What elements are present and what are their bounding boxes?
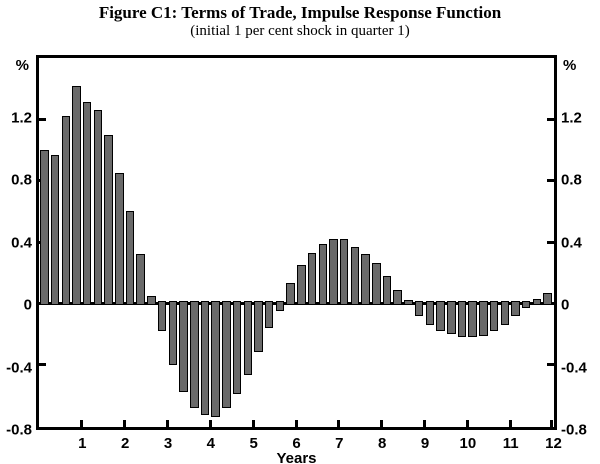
x-tick-mark <box>80 420 84 427</box>
y-tick-mark-left <box>39 363 46 367</box>
x-tick-label: 5 <box>249 435 258 452</box>
bar <box>361 254 370 306</box>
bar <box>61 116 71 306</box>
bar <box>136 254 145 306</box>
x-tick-mark <box>550 420 553 427</box>
bar <box>479 301 488 336</box>
x-tick-mark <box>166 420 169 427</box>
y-tick-mark-right <box>547 117 554 121</box>
bar <box>521 301 531 308</box>
bar <box>339 238 349 306</box>
bar <box>436 301 445 331</box>
y-tick-label-right: 0 <box>561 296 570 314</box>
bar <box>307 252 317 306</box>
bar-series <box>39 58 554 427</box>
bar <box>104 134 113 306</box>
y-tick-label-left: 1.2 <box>11 109 32 126</box>
bar <box>243 301 253 376</box>
bar <box>40 150 49 306</box>
bar <box>425 301 435 325</box>
x-tick-label: 1 <box>78 435 87 452</box>
bar <box>275 301 285 311</box>
chart-subtitle: (initial 1 per cent shock in quarter 1) <box>190 23 410 39</box>
x-tick-label: 7 <box>335 435 344 452</box>
x-tick-label: 12 <box>545 435 562 452</box>
x-tick-mark <box>123 420 127 427</box>
y-tick-label-left: -0.4 <box>6 359 32 376</box>
bar <box>543 292 552 306</box>
y-axis-unit-left: % <box>15 57 29 74</box>
y-tick-mark-right <box>547 240 554 244</box>
plot-area <box>36 55 557 430</box>
chart-title: Figure C1: Terms of Trade, Impulse Respo… <box>98 3 502 22</box>
bar <box>93 110 103 306</box>
y-tick-mark-right <box>547 363 554 367</box>
bar <box>457 301 467 338</box>
x-tick-label: 4 <box>206 435 215 452</box>
bar <box>200 301 210 416</box>
bar <box>318 243 328 306</box>
bar <box>254 301 263 353</box>
bar <box>532 298 542 306</box>
zero-line <box>39 301 554 306</box>
y-tick-label-left: 0.4 <box>11 234 32 251</box>
bar <box>211 301 220 417</box>
bar <box>404 300 413 306</box>
y-tick-label-right: -0.4 <box>561 359 587 376</box>
bar <box>414 301 424 316</box>
bar <box>232 301 242 394</box>
x-tick-mark <box>423 420 426 427</box>
bar <box>500 301 510 325</box>
bar <box>264 301 274 328</box>
bar <box>50 154 60 306</box>
x-tick-label: 8 <box>377 435 387 452</box>
x-tick-label: 11 <box>502 435 519 452</box>
bar <box>82 102 92 306</box>
bar <box>168 301 178 365</box>
bar <box>222 301 231 408</box>
bar <box>350 246 360 306</box>
bar <box>468 301 477 338</box>
x-tick-label: 2 <box>120 435 130 452</box>
bar <box>115 173 124 306</box>
bar <box>372 263 381 306</box>
bar <box>286 283 295 306</box>
bar <box>489 301 499 331</box>
x-tick-label: 9 <box>420 435 430 452</box>
y-tick-label-right: 0.8 <box>561 171 582 189</box>
y-tick-label-left: 0.8 <box>11 171 32 189</box>
x-tick-mark <box>294 420 298 427</box>
x-tick-mark <box>251 420 255 427</box>
bar <box>190 301 199 408</box>
y-tick-mark-left <box>39 117 46 121</box>
y-tick-label-right: -0.8 <box>561 421 587 439</box>
y-tick-mark-right <box>547 179 554 183</box>
y-tick-label-right: 0.4 <box>561 234 582 251</box>
bar <box>382 275 392 306</box>
x-axis-title: Years <box>276 450 317 464</box>
x-tick-mark <box>208 420 212 427</box>
y-axis-unit-right: % <box>563 57 577 74</box>
bar <box>147 295 156 306</box>
x-tick-mark <box>508 420 512 427</box>
bar <box>447 301 456 334</box>
y-tick-label-left: -0.8 <box>6 421 32 439</box>
x-tick-label: 6 <box>292 435 301 452</box>
x-tick-mark <box>337 420 341 427</box>
x-tick-label: 10 <box>459 435 477 452</box>
bar <box>297 265 306 306</box>
y-tick-label-right: 1.2 <box>561 109 582 126</box>
x-tick-mark <box>380 420 384 427</box>
bar <box>179 301 188 393</box>
bar <box>511 301 520 316</box>
bar <box>393 289 402 306</box>
bar <box>125 211 135 306</box>
y-tick-label-left: 0 <box>23 296 32 314</box>
x-tick-label: 3 <box>163 435 173 452</box>
bar <box>329 238 338 306</box>
bar <box>72 85 81 306</box>
bar <box>157 301 167 331</box>
x-tick-mark <box>465 420 469 427</box>
